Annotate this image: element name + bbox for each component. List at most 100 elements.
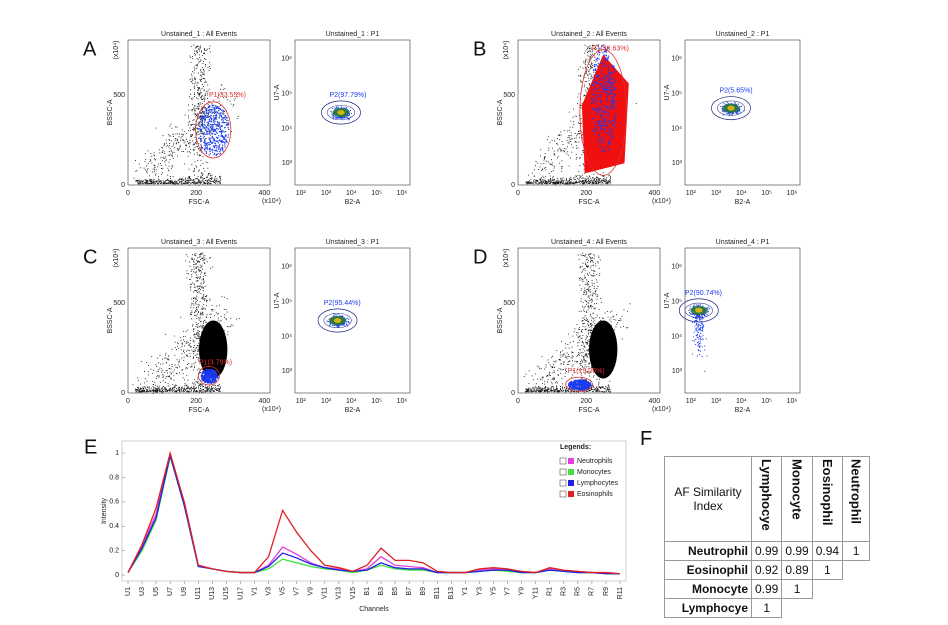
event-dot [594,182,596,184]
event-dot [224,314,226,316]
gated-dot [206,145,209,147]
event-dot [142,386,144,388]
event-dot [169,387,171,389]
event-dot [582,182,584,184]
event-dot [202,306,204,308]
event-dot [586,69,588,71]
gated-dot [219,152,222,154]
event-dot [583,183,585,184]
event-dot [547,181,548,183]
event-dot [635,103,637,105]
event-dot [203,281,205,283]
event-dot [195,297,197,299]
event-dot [550,181,552,183]
event-dot [187,179,188,181]
event-dot [185,178,187,180]
event-dot [137,180,138,181]
event-dot [180,179,182,181]
gated-dot [208,144,210,146]
gated-dot [220,141,222,143]
event-dot [196,350,198,352]
event-dot [198,382,200,384]
gated-dot [612,71,615,73]
event-dot [527,181,529,183]
gated-dot [606,81,608,83]
gated-dot [598,120,600,123]
event-dot [552,176,554,178]
gated-dot [596,82,598,84]
event-dot [175,139,177,141]
event-dot [209,390,211,392]
density-dot [345,107,347,109]
event-dot [543,157,545,159]
event-dot [585,73,587,75]
dot-cloud [133,44,239,186]
gated-dot [612,79,614,81]
event-dot [188,151,190,153]
event-dot [594,181,596,183]
gate-label: P1(36.63%) [592,46,629,53]
event-dot [601,179,603,181]
event-dot [209,314,211,316]
event-dot [198,348,200,350]
event-dot [573,178,575,180]
event-dot [159,181,161,183]
gated-dot [221,122,223,124]
event-dot [214,183,216,185]
event-dot [187,387,189,389]
gated-dot [602,111,604,113]
gated-dot [599,120,601,122]
event-dot [198,92,200,94]
event-dot [214,315,216,317]
event-dot [593,182,595,184]
event-dot [188,391,190,393]
gated-dot [591,98,593,100]
gated-dot [604,106,606,108]
event-dot [604,180,606,182]
event-dot [210,180,212,182]
gated-dot [221,148,223,150]
gated-dot [601,132,604,134]
event-dot [133,177,135,179]
gated-dot [611,100,613,102]
event-dot [203,388,204,390]
event-dot [217,313,219,315]
y-tick-label: 10³ [672,160,683,167]
event-dot [205,305,207,307]
event-dot [195,51,197,53]
event-dot [182,139,184,141]
event-dot [193,266,195,268]
y-tick-label: 10⁵ [281,90,292,97]
gated-dot [600,124,603,126]
gated-dot [612,100,614,102]
density-dot [348,119,350,121]
plot-title: Unstained_2 : All Events [551,31,627,38]
event-dot [175,133,177,135]
event-dot [168,151,170,152]
event-dot [230,103,232,105]
gated-dot [601,128,603,130]
event-dot [194,129,196,131]
event-dot [179,181,180,183]
gated-dot [210,140,212,142]
event-dot [197,312,199,313]
event-dot [569,138,571,140]
density-dot [348,117,350,119]
gated-dot [204,140,206,142]
event-dot [193,271,195,273]
event-dot [167,178,169,180]
gated-dot [613,120,615,122]
gated-dot [607,144,609,146]
event-dot [144,378,146,380]
event-dot [532,182,534,184]
event-dot [526,183,528,185]
gate-label: P1(33.55%) [209,92,246,99]
event-dot [584,178,586,180]
event-dot [146,183,148,185]
event-dot [224,115,226,117]
gated-dot [217,123,219,125]
event-dot [560,181,562,183]
gated-dot [605,48,607,50]
event-dot [204,122,206,124]
gated-dot [609,132,611,135]
